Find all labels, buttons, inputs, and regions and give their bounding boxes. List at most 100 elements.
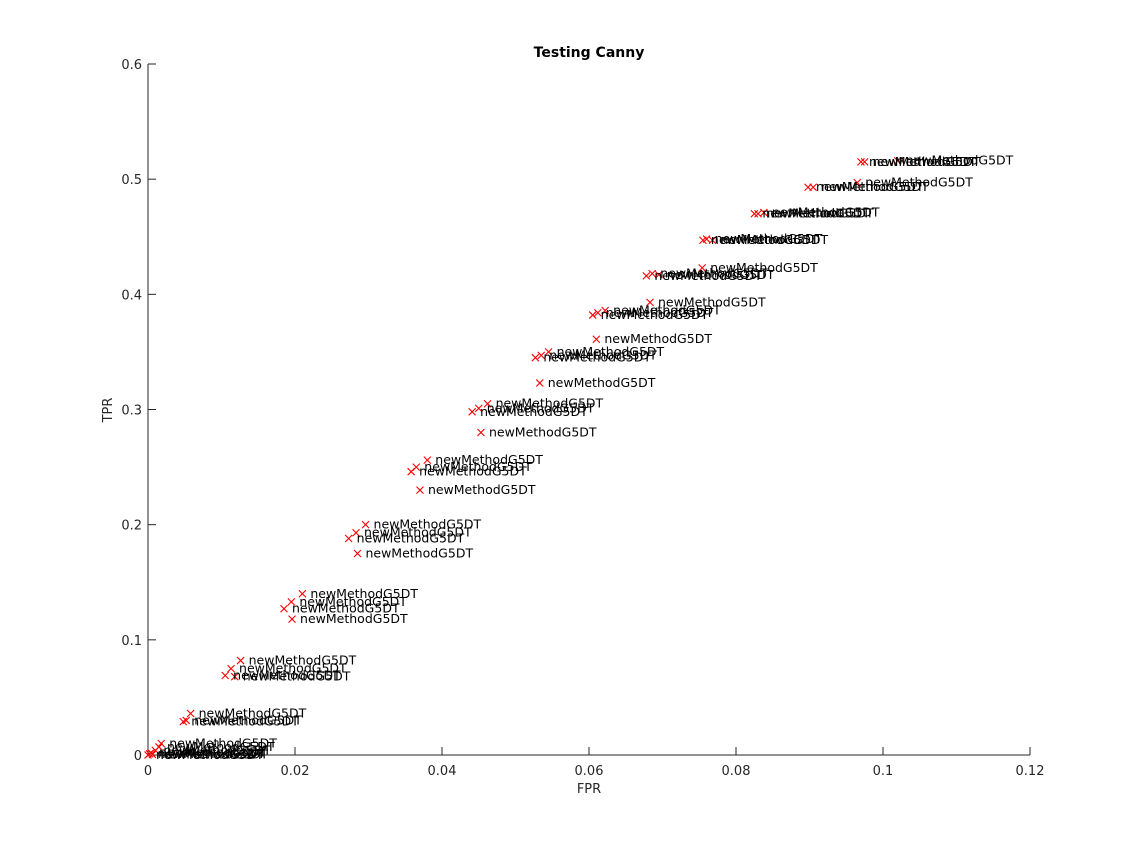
- data-point-marker: [853, 178, 862, 187]
- y-tick-label: 0.1: [121, 634, 142, 649]
- data-point-marker: [592, 335, 601, 344]
- data-point-marker: [148, 750, 157, 759]
- data-point-marker: [352, 528, 360, 537]
- data-point-marker: [236, 656, 245, 665]
- data-point-label: newMethodG5DT: [157, 746, 265, 761]
- x-tick-label: 0.08: [722, 764, 751, 779]
- data-point-label: newMethodG5DT: [601, 307, 709, 322]
- data-point-marker: [708, 236, 717, 245]
- data-point-label: newMethodG5DT: [160, 746, 268, 761]
- data-point-marker: [298, 589, 307, 598]
- data-point-label: newMethodG5DT: [816, 179, 924, 194]
- x-tick-label: 0.1: [873, 764, 894, 779]
- data-point-marker: [642, 272, 651, 280]
- data-point-marker: [468, 407, 477, 416]
- data-point-marker: [353, 549, 362, 558]
- data-point-marker: [537, 351, 546, 360]
- data-point-label: newMethodG5DT: [299, 594, 407, 609]
- data-point-label: newMethodG5DT: [606, 305, 714, 320]
- data-point-marker: [648, 269, 657, 278]
- data-point-marker: [588, 311, 597, 319]
- data-point-marker: [754, 209, 762, 218]
- data-point-marker: [416, 486, 424, 495]
- data-points: [144, 156, 902, 759]
- data-point-label: newMethodG5DT: [163, 742, 271, 757]
- data-point-marker: [857, 158, 865, 166]
- data-point-label: newMethodG5DT: [159, 745, 267, 760]
- y-tick-label: 0.3: [121, 404, 142, 419]
- data-point-label: newMethodG5DT: [199, 706, 307, 721]
- data-point-label: newMethodG5DT: [548, 375, 656, 390]
- x-tick-label: 0.04: [428, 764, 457, 779]
- x-axis-label: FPR: [577, 782, 601, 797]
- data-point-marker: [593, 308, 602, 317]
- data-point-marker: [287, 597, 296, 606]
- data-point-marker: [221, 671, 230, 680]
- data-point-marker: [157, 739, 166, 748]
- data-point-label: newMethodG5DT: [557, 344, 665, 359]
- y-tick-label: 0.6: [121, 58, 142, 73]
- y-tick-label: 0.2: [121, 519, 142, 534]
- data-point-label: newMethodG5DT: [549, 347, 657, 362]
- data-point-label: newMethodG5DT: [766, 206, 874, 221]
- point-labels: newMethodG5DTnewMethodG5DTnewMethodG5DTn…: [156, 153, 1014, 762]
- data-point-label: newMethodG5DT: [772, 205, 880, 220]
- data-point-label: newMethodG5DT: [300, 611, 408, 626]
- data-point-marker: [412, 463, 421, 471]
- data-point-label: newMethodG5DT: [357, 530, 465, 545]
- x-tick-label: 0.12: [1016, 764, 1045, 779]
- y-tick-label: 0.5: [121, 173, 142, 188]
- data-point-label: newMethodG5DT: [710, 260, 818, 275]
- data-point-marker: [809, 183, 818, 192]
- data-point-label: newMethodG5DT: [906, 153, 1014, 168]
- data-point-label: newMethodG5DT: [873, 154, 981, 169]
- data-point-marker: [227, 664, 235, 673]
- data-point-label: newMethodG5DT: [424, 459, 532, 474]
- data-point-label: newMethodG5DT: [660, 266, 768, 281]
- data-point-label: newMethodG5DT: [658, 294, 766, 309]
- data-point-label: newMethodG5DT: [156, 747, 264, 762]
- data-point-label: newMethodG5DT: [233, 668, 341, 683]
- data-point-label: newMethodG5DT: [365, 545, 473, 560]
- data-point-label: newMethodG5DT: [419, 464, 527, 479]
- x-tick-label: 0: [144, 764, 152, 779]
- data-point-label: newMethodG5DT: [869, 154, 977, 169]
- data-point-marker: [750, 209, 759, 218]
- data-point-label: newMethodG5DT: [543, 350, 651, 365]
- x-tick-label: 0.02: [281, 764, 310, 779]
- chart-title: Testing Canny: [534, 45, 645, 61]
- data-point-label: newMethodG5DT: [243, 669, 351, 684]
- data-point-label: newMethodG5DT: [711, 232, 819, 247]
- data-point-label: newMethodG5DT: [865, 175, 973, 190]
- data-point-marker: [151, 746, 160, 755]
- data-point-label: newMethodG5DT: [613, 302, 721, 317]
- data-point-marker: [344, 534, 353, 543]
- data-point-label: newMethodG5DT: [496, 396, 604, 411]
- data-point-label: newMethodG5DT: [715, 231, 823, 246]
- y-axis-label: TPR: [101, 398, 116, 424]
- data-point-label: newMethodG5DT: [169, 735, 277, 750]
- data-point-marker: [361, 520, 370, 529]
- data-point-marker: [423, 456, 432, 465]
- data-point-label: newMethodG5DT: [191, 714, 299, 729]
- data-point-marker: [483, 399, 492, 408]
- data-point-label: newMethodG5DT: [720, 232, 828, 247]
- data-point-label: newMethodG5DT: [480, 404, 588, 419]
- data-point-label: newMethodG5DT: [249, 653, 357, 668]
- data-point-marker: [477, 428, 485, 437]
- data-point-marker: [531, 353, 540, 362]
- data-point-label: newMethodG5DT: [310, 586, 418, 601]
- data-point-marker: [760, 208, 768, 217]
- data-point-label: newMethodG5DT: [364, 525, 472, 540]
- data-point-label: newMethodG5DT: [654, 268, 762, 283]
- data-point-label: newMethodG5DT: [604, 331, 712, 346]
- data-point-label: newMethodG5DT: [374, 517, 482, 532]
- x-tick-label: 0.06: [575, 764, 604, 779]
- data-point-label: newMethodG5DT: [821, 179, 929, 194]
- data-point-marker: [186, 709, 195, 718]
- data-point-marker: [601, 306, 610, 315]
- data-point-marker: [182, 716, 191, 725]
- data-point-marker: [860, 158, 869, 166]
- data-point-label: newMethodG5DT: [489, 425, 597, 440]
